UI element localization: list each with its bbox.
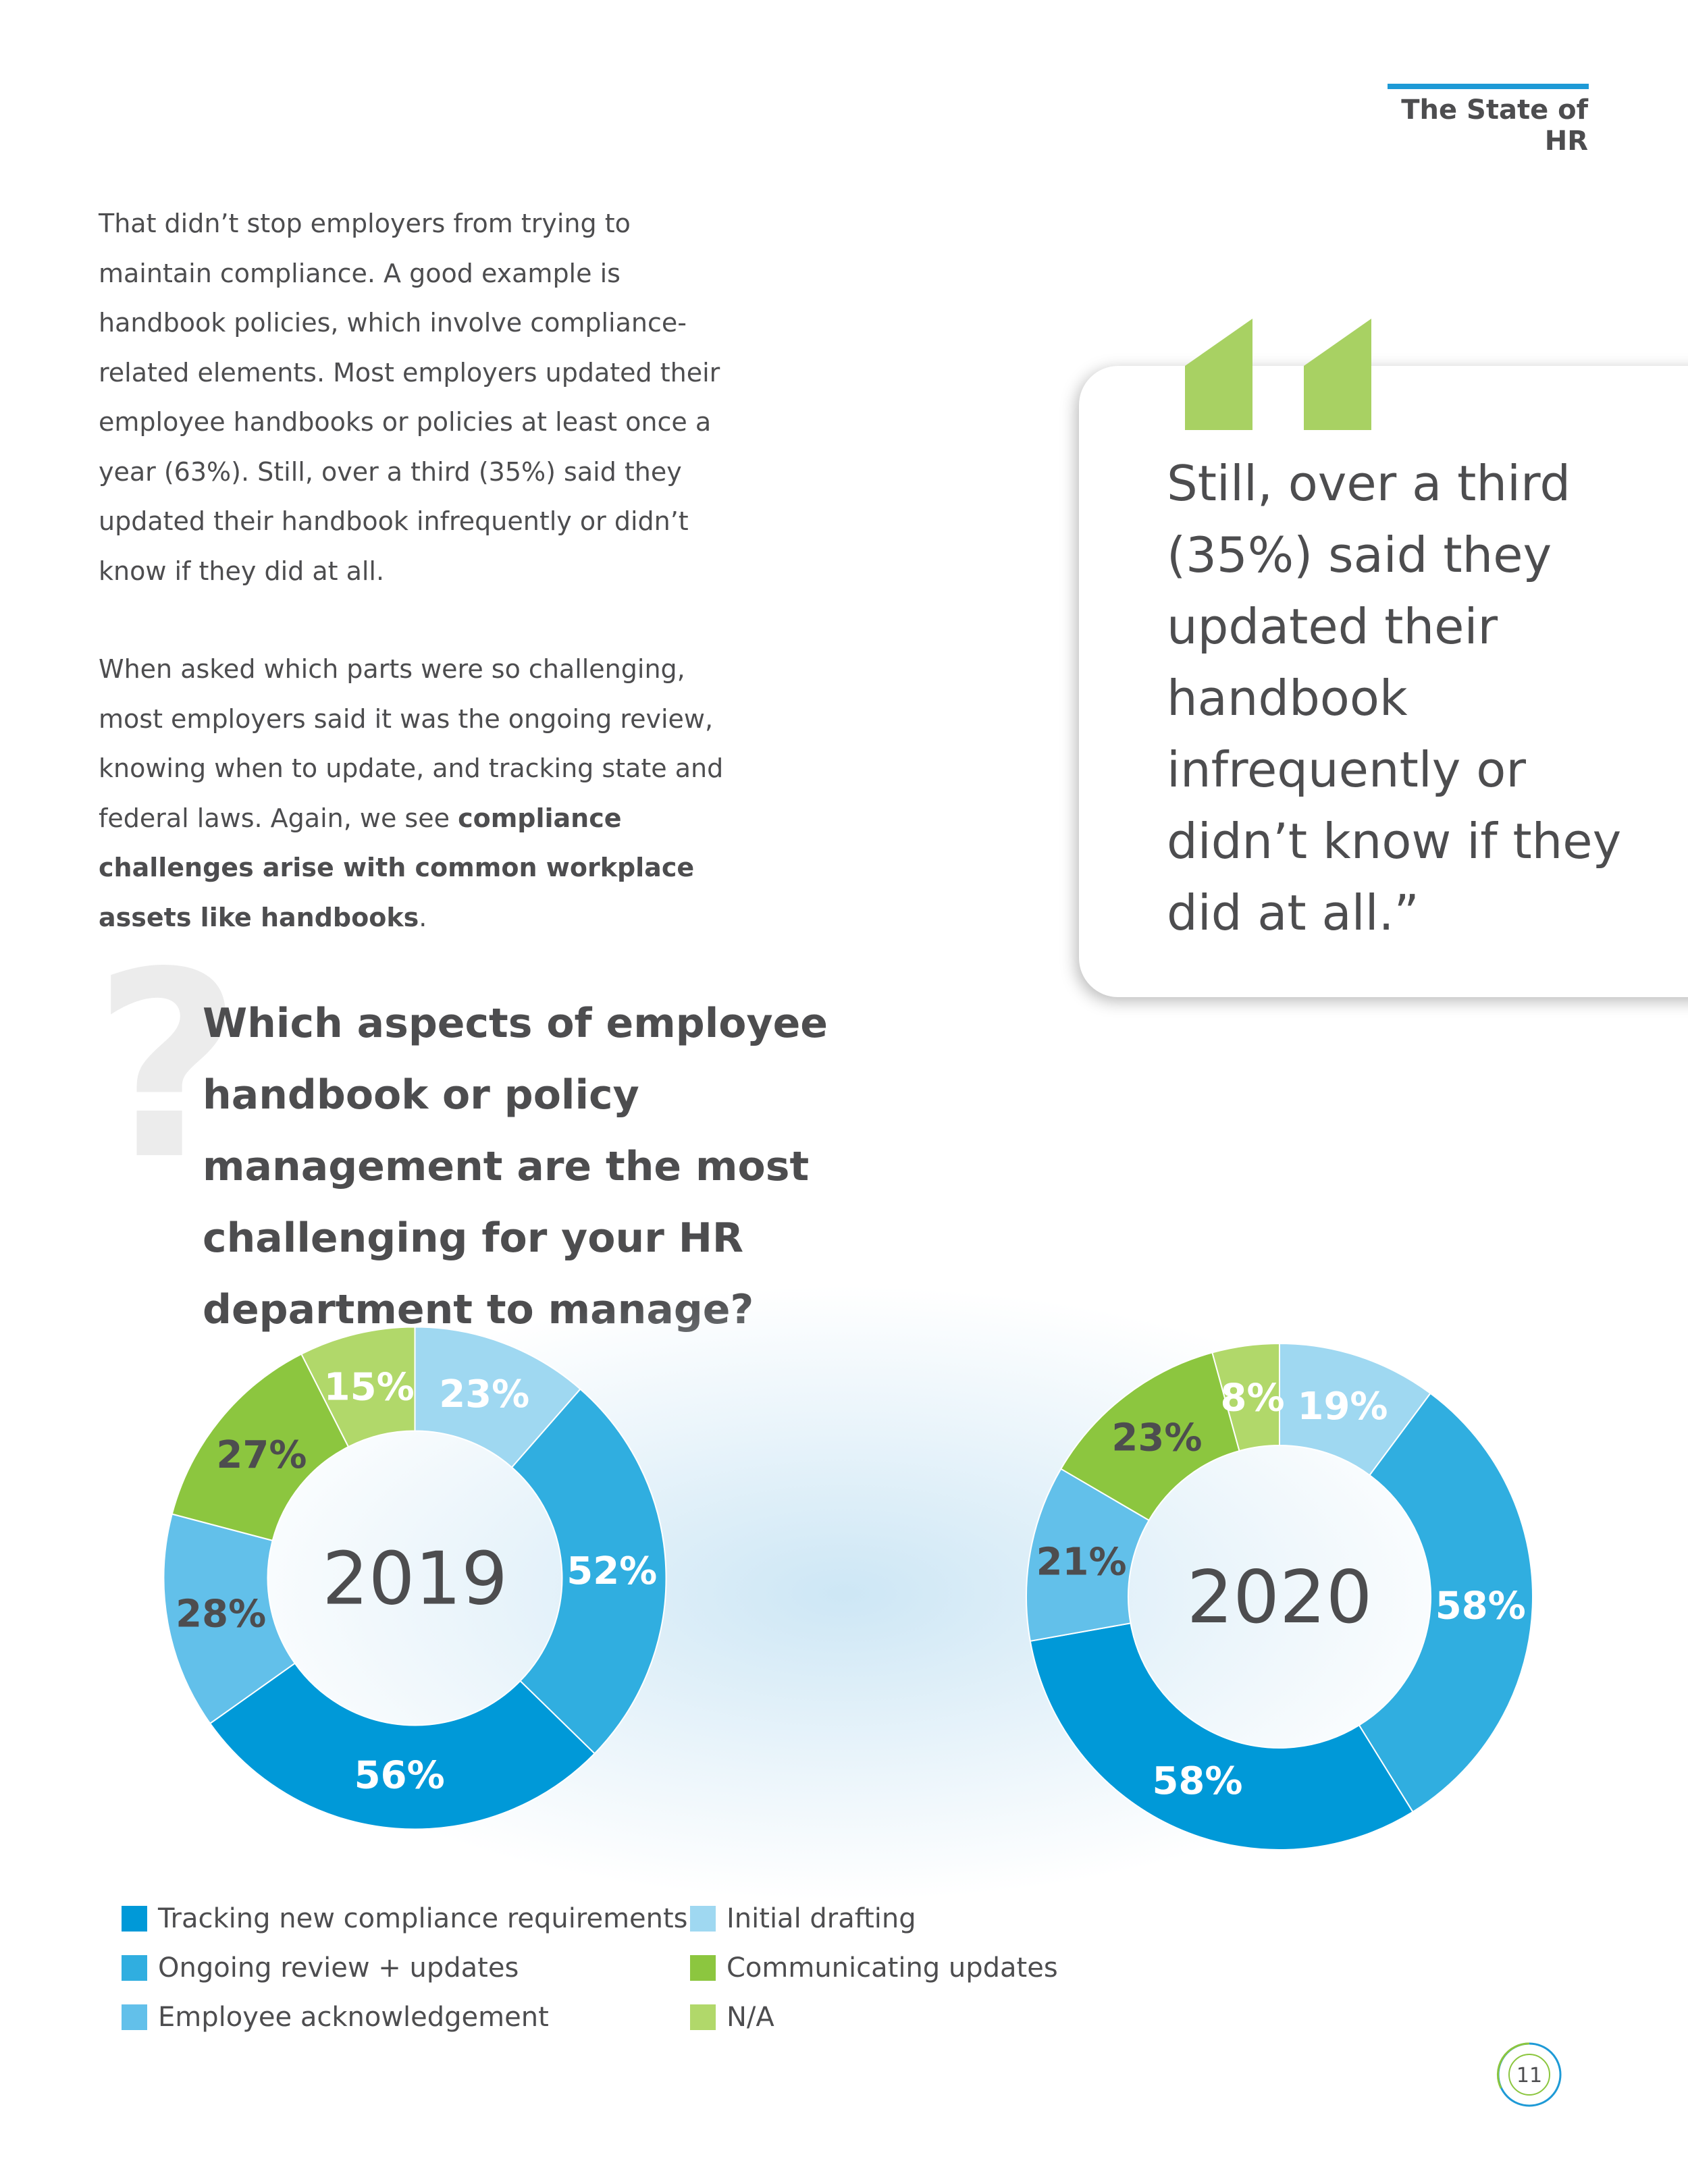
donut-slice <box>300 1326 416 1448</box>
slice-value-label: 28% <box>176 1593 266 1636</box>
legend-item: N/A <box>690 1997 774 2037</box>
header-title: The State of HR <box>1401 95 1588 157</box>
body-paragraph-1: That didn’t stop employers from trying t… <box>99 209 720 586</box>
quote-mark-right <box>1304 319 1371 430</box>
donut-center-year: 2019 <box>322 1537 508 1622</box>
legend-swatch <box>690 1906 716 1932</box>
slice-value-label: 27% <box>216 1433 307 1477</box>
body-paragraph-2-bold: compliance challenges arise with common … <box>99 803 695 932</box>
slice-value-label: 58% <box>1152 1759 1242 1803</box>
donut-slice <box>171 1353 350 1542</box>
legend-swatch <box>690 2004 716 2030</box>
legend-item: Ongoing review + updates <box>122 1948 519 1988</box>
body-paragraph-2-text: When asked which parts were so challengi… <box>99 654 724 833</box>
legend-item: Employee acknowledgement <box>122 1997 549 2037</box>
slice-value-label: 19% <box>1297 1385 1388 1429</box>
legend-label: Tracking new compliance requirements <box>158 1903 688 1934</box>
slice-value-label: 23% <box>439 1373 529 1416</box>
quote-mark-left <box>1185 319 1252 430</box>
slice-value-label: 23% <box>1111 1416 1202 1460</box>
donut-slice <box>163 1513 296 1725</box>
slice-value-label: 56% <box>354 1754 445 1798</box>
donut-chart-2019-svg: 23% 52% 56% 28% 27% 15% 2019 <box>163 1326 667 1830</box>
donut-slice <box>1211 1342 1280 1452</box>
legend-item: Communicating updates <box>690 1948 1058 1988</box>
legend-label: Communicating updates <box>727 1952 1058 1983</box>
donut-center-year: 2020 <box>1187 1555 1373 1640</box>
slice-value-label: 21% <box>1036 1541 1127 1584</box>
legend-item: Tracking new compliance requirements <box>122 1898 688 1939</box>
legend-swatch <box>122 1906 147 1932</box>
slice-value-label: 52% <box>566 1549 657 1593</box>
donut-slice <box>1029 1622 1414 1850</box>
page-number-badge: 11 <box>1496 2042 1562 2107</box>
body-paragraph-2-end: . <box>419 902 427 932</box>
donut-chart-2020-svg: 19% 58% 58% 21% 23% 8% 2020 <box>1026 1342 1533 1850</box>
chart-legend: Tracking new compliance requirements Ong… <box>122 1898 1067 2060</box>
legend-swatch <box>122 2004 147 2030</box>
legend-label: Initial drafting <box>727 1903 916 1934</box>
quote-text: Still, over a third (35%) said they upda… <box>1167 455 1622 941</box>
donut-slice <box>1358 1392 1533 1813</box>
survey-question: Which aspects of employee handbook or po… <box>203 1000 828 1333</box>
legend-swatch <box>122 1955 147 1981</box>
slice-value-label: 15% <box>324 1365 415 1409</box>
page-number: 11 <box>1516 2064 1542 2087</box>
legend-label: N/A <box>727 2002 774 2033</box>
body-paragraph-2: When asked which parts were so challengi… <box>99 645 747 942</box>
question-mark-icon: ? <box>93 917 242 1216</box>
quote-marks-icon <box>1185 319 1371 430</box>
slice-value-label: 8% <box>1221 1377 1285 1420</box>
slice-value-label: 58% <box>1435 1584 1526 1628</box>
legend-label: Ongoing review + updates <box>158 1952 519 1983</box>
donut-chart-2019: 23% 52% 56% 28% 27% 15% 2019 <box>163 1326 667 1830</box>
header-rule <box>1388 84 1589 89</box>
legend-label: Employee acknowledgement <box>158 2002 549 2033</box>
quote-callout <box>1079 366 1688 997</box>
donut-slice <box>209 1662 596 1830</box>
donut-chart-2020: 19% 58% 58% 21% 23% 8% 2020 <box>1026 1342 1533 1850</box>
legend-item: Initial drafting <box>690 1898 916 1939</box>
legend-swatch <box>690 1955 716 1981</box>
donut-slice <box>510 1388 667 1755</box>
